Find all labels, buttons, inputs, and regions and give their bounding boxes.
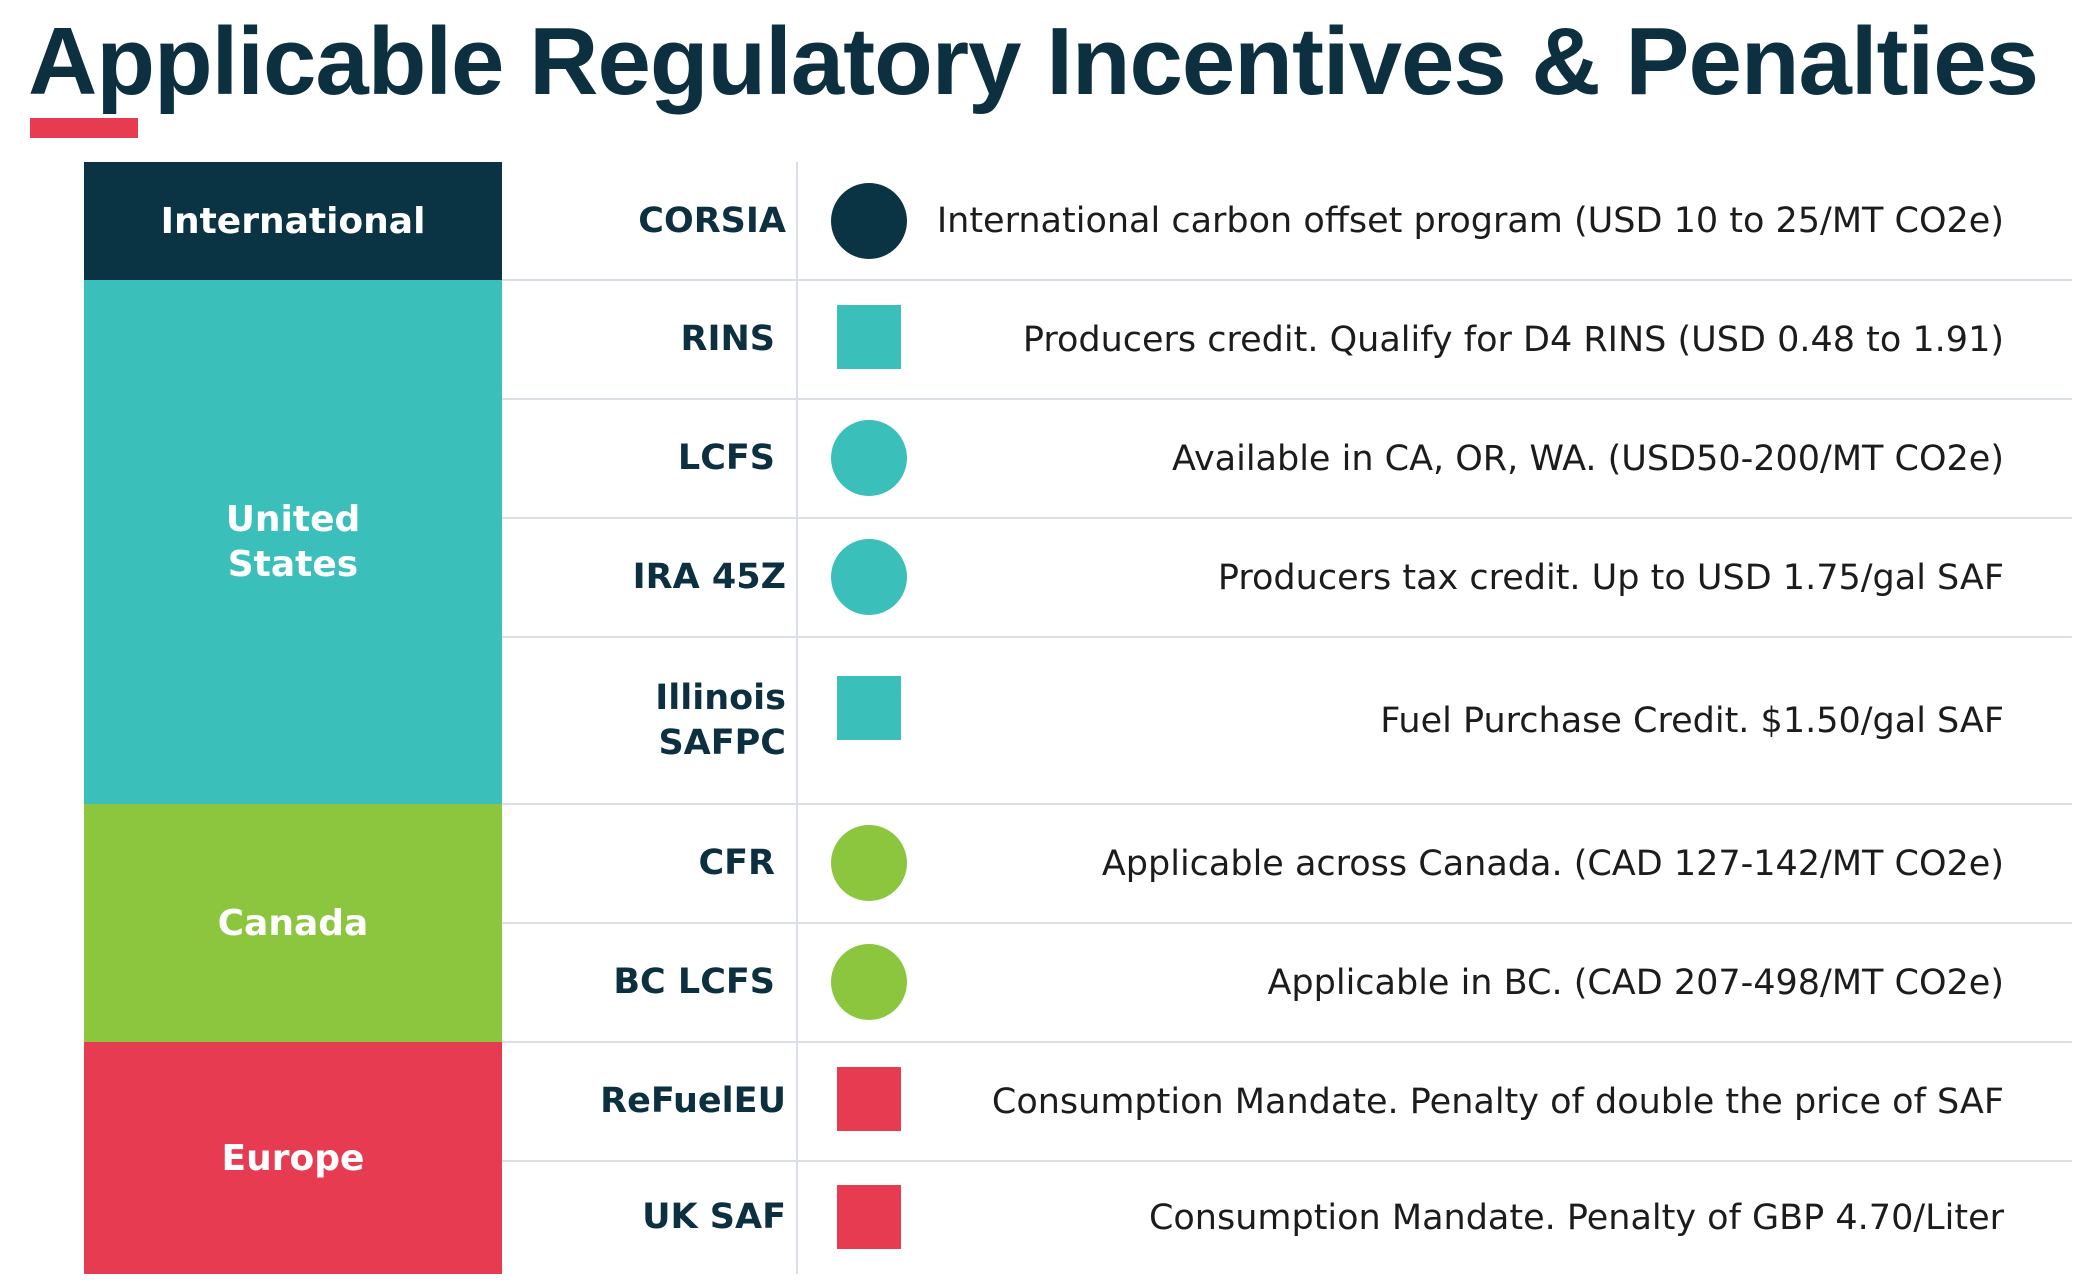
circle-marker-icon (831, 539, 907, 615)
program-description: Fuel Purchase Credit. $1.50/gal SAF (1380, 700, 2004, 741)
page-title: Applicable Regulatory Incentives & Penal… (28, 8, 2039, 115)
title-underline-accent (30, 118, 138, 138)
program-description: Producers tax credit. Up to USD 1.75/gal… (1217, 557, 2004, 598)
program-name-lcfs: LCFS (677, 438, 775, 478)
region-label: Europe (221, 1137, 365, 1179)
row-divider (502, 1041, 2072, 1043)
circle-marker-icon (831, 420, 907, 496)
square-marker-icon (837, 305, 901, 369)
program-description: Applicable in BC. (CAD 207-498/MT CO2e) (1267, 962, 2004, 1003)
program-description: Consumption Mandate. Penalty of GBP 4.70… (1148, 1197, 2004, 1238)
program-name-bc-lcfs: BC LCFS (613, 962, 775, 1002)
program-name-refueleu: ReFuelEU (600, 1081, 786, 1121)
program-description: International carbon offset program (USD… (936, 201, 2004, 241)
circle-marker-icon (831, 183, 907, 259)
row-divider (502, 803, 2072, 805)
square-marker-icon (837, 676, 901, 740)
program-name-corsia: CORSIA (638, 200, 786, 241)
program-description: Available in CA, OR, WA. (USD50-200/MT C… (1172, 438, 2004, 479)
square-marker-icon (837, 1185, 901, 1249)
program-name-illinois-safpc: Illinois SAFPC (655, 677, 786, 763)
region-europe: Europe (84, 1042, 502, 1274)
column-divider (796, 162, 798, 1274)
row-divider (502, 517, 2072, 519)
program-description: Applicable across Canada. (CAD 127-142/M… (1101, 843, 2004, 884)
program-name-uk-saf: UK SAF (642, 1197, 786, 1237)
row-divider (502, 279, 2072, 281)
row-divider (502, 636, 2072, 638)
row-divider (502, 1160, 2072, 1162)
circle-marker-icon (831, 825, 907, 901)
program-name-rins: RINS (680, 319, 775, 359)
row-divider (502, 398, 2072, 400)
program-description: Consumption Mandate. Penalty of double t… (991, 1081, 2004, 1122)
circle-marker-icon (831, 944, 907, 1020)
region-label: International (160, 200, 426, 242)
program-description: Producers credit. Qualify for D4 RINS (U… (1022, 319, 2004, 360)
row-divider (502, 922, 2072, 924)
region-label: United States (225, 499, 361, 585)
region-international: International (84, 162, 502, 280)
region-canada: Canada (84, 804, 502, 1042)
region-label: Canada (217, 902, 369, 944)
program-name-cfr: CFR (698, 843, 775, 883)
program-name-ira-45z: IRA 45Z (632, 557, 786, 597)
square-marker-icon (837, 1067, 901, 1131)
region-united-states: United States (84, 280, 502, 804)
